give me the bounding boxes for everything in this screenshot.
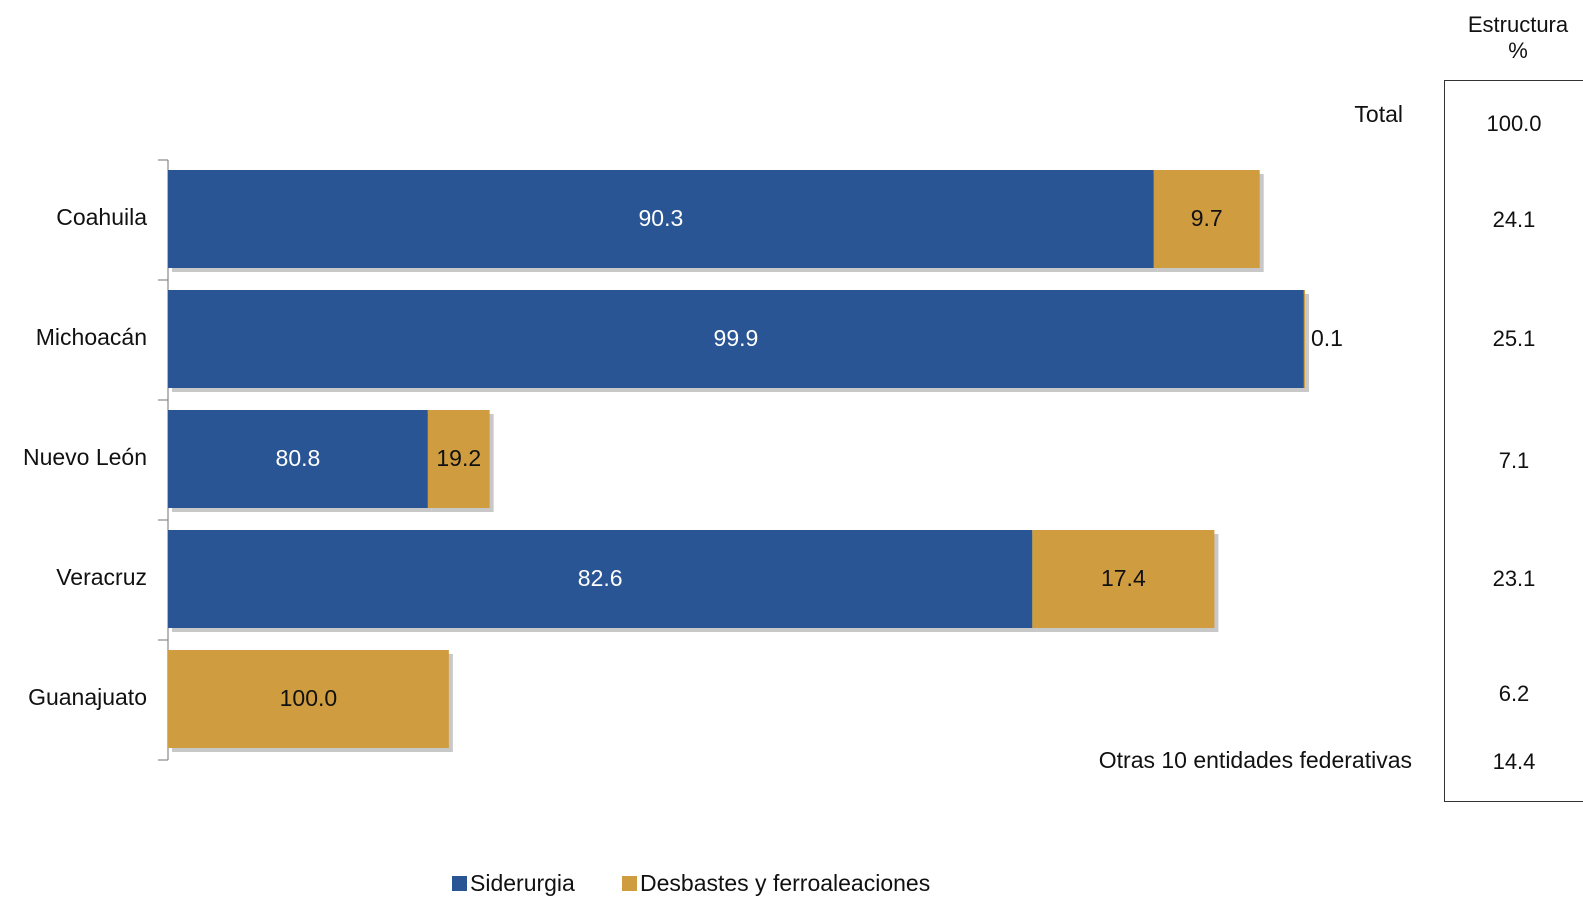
legend-swatch-siderurgia	[452, 876, 467, 891]
legend-swatch-desbastes	[622, 876, 637, 891]
structure-value-coahuila: 24.1	[1444, 207, 1583, 233]
legend-item-siderurgia: Siderurgia	[452, 870, 575, 897]
structure-value-michoacan: 25.1	[1444, 326, 1583, 352]
structure-value-nuevo-leon: 7.1	[1444, 448, 1583, 474]
structure-header: Estructura %	[1448, 12, 1583, 64]
category-label-veracruz: Veracruz	[56, 564, 147, 590]
legend-label-desbastes: Desbastes y ferroaleaciones	[640, 870, 930, 897]
structure-header-line2: %	[1448, 38, 1583, 64]
category-label-guanajuato: Guanajuato	[28, 684, 147, 710]
data-label-siderurgia-nuevo-leon: 80.8	[276, 445, 321, 471]
data-label-desbastes-y-ferroaleaciones-michoacan: 0.1	[1311, 325, 1343, 351]
others-value: 14.4	[1444, 749, 1583, 775]
legend-item-desbastes: Desbastes y ferroaleaciones	[622, 870, 930, 897]
total-value: 100.0	[1444, 111, 1583, 137]
data-label-desbastes-y-ferroaleaciones-veracruz: 17.4	[1101, 565, 1146, 591]
others-label: Otras 10 entidades federativas	[1040, 747, 1412, 774]
bar-desbastes-y-ferroaleaciones-michoacan	[1304, 290, 1305, 388]
data-label-siderurgia-veracruz: 82.6	[578, 565, 623, 591]
structure-header-line1: Estructura	[1448, 12, 1583, 38]
total-label: Total	[1300, 101, 1403, 128]
data-label-desbastes-y-ferroaleaciones-guanajuato: 100.0	[280, 685, 338, 711]
category-label-nuevo-leon: Nuevo León	[23, 444, 147, 470]
legend-label-siderurgia: Siderurgia	[470, 870, 575, 897]
bar-shadow	[1308, 294, 1309, 392]
data-label-siderurgia-michoacan: 99.9	[714, 325, 759, 351]
data-label-siderurgia-coahuila: 90.3	[639, 205, 684, 231]
data-label-desbastes-y-ferroaleaciones-coahuila: 9.7	[1191, 205, 1223, 231]
structure-value-veracruz: 23.1	[1444, 566, 1583, 592]
data-label-desbastes-y-ferroaleaciones-nuevo-leon: 19.2	[436, 445, 481, 471]
structure-value-guanajuato: 6.2	[1444, 681, 1583, 707]
category-label-michoacan: Michoacán	[36, 324, 147, 350]
category-label-coahuila: Coahuila	[56, 204, 147, 230]
